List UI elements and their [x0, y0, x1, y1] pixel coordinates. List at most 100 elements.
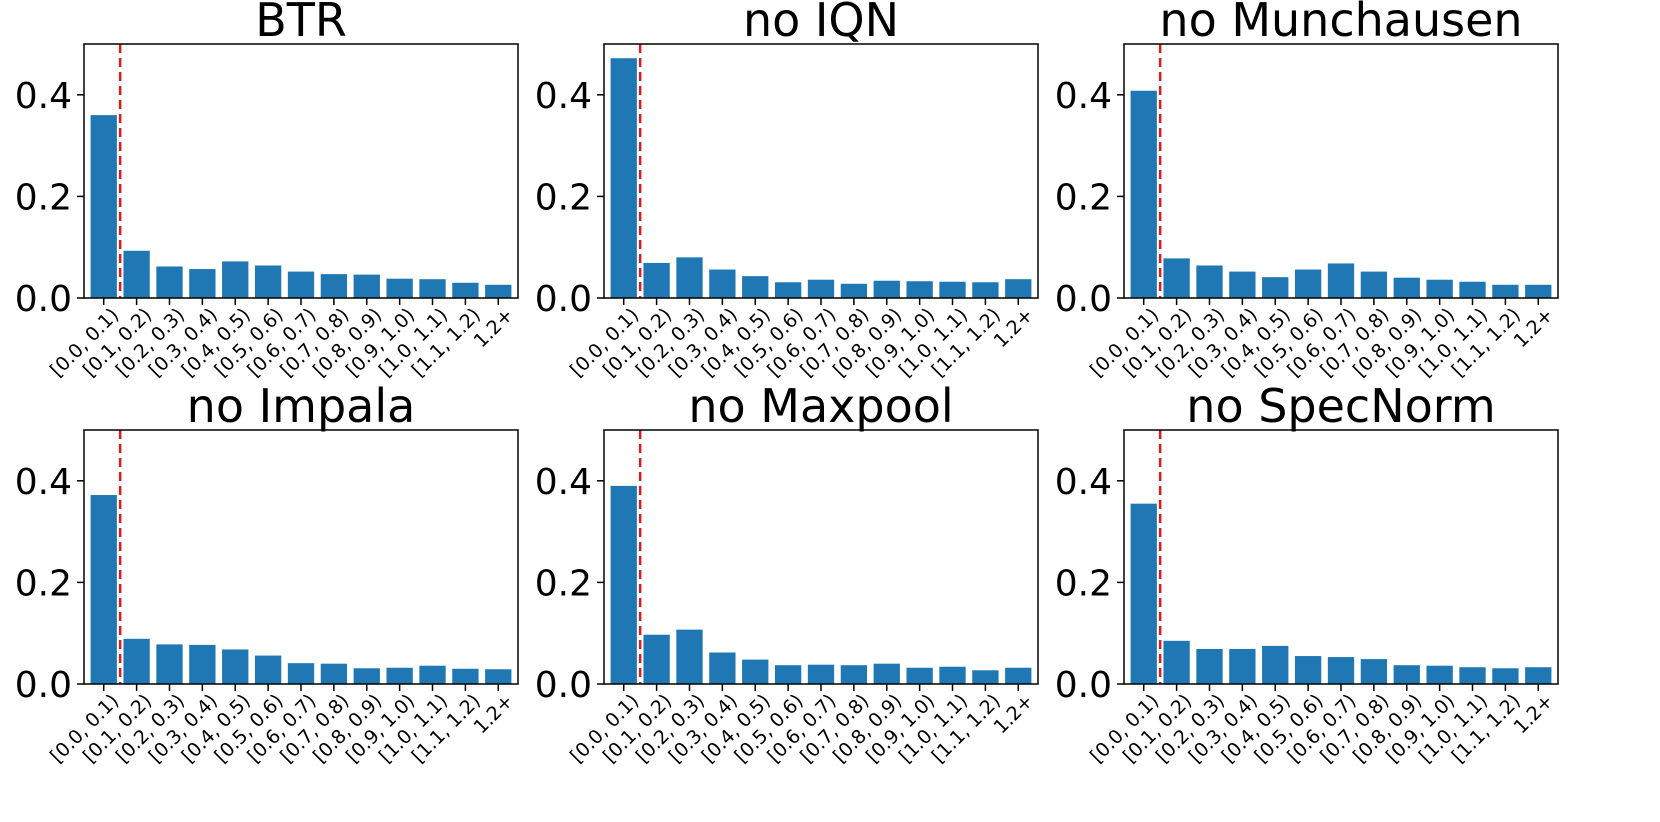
bar: [676, 257, 703, 298]
y-tick-label: 0.4: [1055, 462, 1112, 503]
bar: [774, 665, 802, 684]
y-tick-label: 0.0: [15, 665, 72, 706]
bar: [610, 485, 637, 684]
y-tick-label: 0.2: [15, 177, 72, 218]
subplot-title: BTR: [255, 0, 347, 47]
bar: [222, 649, 249, 684]
bar: [1459, 667, 1486, 684]
bar: [485, 284, 512, 298]
y-tick-label: 0.4: [15, 462, 72, 503]
bar: [353, 274, 380, 298]
bar: [939, 281, 966, 298]
bar: [1327, 657, 1355, 684]
bar: [123, 250, 150, 298]
bar: [709, 269, 736, 298]
bar: [1426, 279, 1453, 298]
bar: [1196, 648, 1223, 684]
bar: [1393, 665, 1420, 684]
y-tick-label: 0.2: [1055, 177, 1112, 218]
bar: [1492, 284, 1519, 298]
bar: [1229, 271, 1256, 298]
y-tick-label: 0.0: [1055, 665, 1112, 706]
subplot-title: no Impala: [187, 379, 416, 433]
subplot-title: no Munchausen: [1159, 0, 1522, 47]
bar: [1005, 667, 1032, 684]
bar: [452, 668, 479, 684]
bar: [156, 266, 183, 298]
bar: [287, 271, 315, 298]
bar: [90, 495, 117, 684]
bar: [320, 274, 348, 298]
y-tick-label: 0.0: [1055, 279, 1112, 320]
bar: [807, 279, 835, 298]
bar: [1229, 648, 1256, 684]
y-tick-label: 0.4: [15, 76, 72, 117]
x-tick-label: 1.2+: [1510, 304, 1558, 352]
bar: [1525, 667, 1552, 684]
bar: [906, 281, 933, 298]
y-tick-label: 0.4: [1055, 76, 1112, 117]
bar: [972, 670, 999, 684]
x-tick-label: 1.2+: [990, 304, 1038, 352]
bar: [189, 644, 216, 684]
bar: [353, 668, 380, 684]
bar: [643, 634, 670, 684]
y-tick-label: 0.0: [535, 665, 592, 706]
y-tick-label: 0.4: [535, 76, 592, 117]
bar: [287, 663, 315, 684]
y-tick-label: 0.2: [535, 563, 592, 604]
subplot-title: no IQN: [743, 0, 899, 47]
bar: [386, 278, 413, 298]
bar: [1196, 265, 1223, 298]
bar: [1163, 640, 1190, 684]
bar: [1163, 258, 1190, 298]
bar: [1262, 645, 1289, 684]
bar: [972, 282, 999, 298]
bar: [386, 667, 413, 684]
subplot-title: no SpecNorm: [1186, 379, 1495, 433]
bar: [320, 663, 348, 684]
bar: [939, 666, 966, 684]
bar: [1130, 90, 1157, 299]
bar: [90, 115, 117, 299]
bar: [676, 629, 703, 684]
bar: [1459, 281, 1486, 298]
bar: [873, 280, 900, 298]
bar: [485, 669, 512, 684]
x-tick-label: 1.2+: [990, 690, 1038, 738]
plot-frame: [603, 43, 1039, 299]
bar: [1005, 279, 1032, 298]
y-tick-label: 0.4: [535, 462, 592, 503]
bar: [1327, 263, 1355, 298]
y-tick-label: 0.2: [535, 177, 592, 218]
bar: [1525, 284, 1552, 298]
bar: [610, 58, 637, 298]
y-tick-label: 0.0: [15, 279, 72, 320]
bar: [906, 667, 933, 684]
bar: [452, 282, 479, 298]
bar: [222, 261, 249, 298]
y-tick-label: 0.2: [15, 563, 72, 604]
bar: [1294, 656, 1322, 684]
x-tick-label: 1.2+: [1510, 690, 1558, 738]
bar: [254, 265, 282, 298]
bar: [419, 665, 446, 684]
bar: [419, 279, 446, 298]
bar: [1130, 503, 1157, 684]
y-tick-label: 0.2: [1055, 563, 1112, 604]
bar: [709, 652, 736, 684]
bar: [156, 644, 183, 684]
bar: [1294, 269, 1322, 298]
bar: [1360, 659, 1388, 684]
bar: [1492, 668, 1519, 684]
bar: [807, 664, 835, 684]
bar: [1360, 271, 1388, 298]
bar: [254, 655, 282, 684]
bar: [774, 282, 802, 298]
